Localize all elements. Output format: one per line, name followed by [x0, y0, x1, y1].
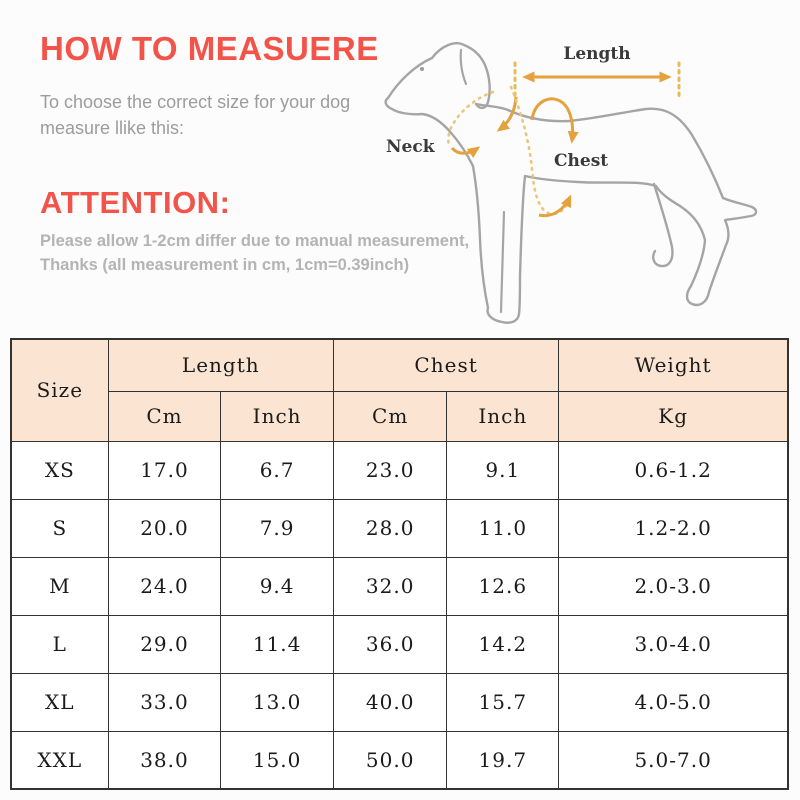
cell-size: XXL	[10, 730, 109, 790]
dog-far-front-leg	[499, 210, 506, 314]
dog-measurement-diagram: Length Neck Chest	[358, 14, 800, 338]
dog-far-hind-leg	[652, 182, 674, 268]
cell-length-cm: 38.0	[107, 730, 222, 790]
cell-weight-kg: 2.0-3.0	[558, 556, 789, 616]
cell-length-inch: 6.7	[220, 440, 334, 500]
attention-line-2: Thanks (all measurement in cm, 1cm=0.39i…	[40, 256, 410, 274]
dog-ear-inner	[459, 48, 468, 86]
col-header-weight: Weight	[558, 338, 789, 392]
length-label: Length	[563, 44, 630, 64]
cell-length-inch: 9.4	[220, 556, 334, 616]
col-header-chest-cm: Cm	[332, 390, 448, 442]
neck-dotted-arc	[447, 90, 495, 149]
table-row: S 20.0 7.9 28.0 11.0 1.2-2.0	[10, 498, 789, 558]
size-chart: Size Length Chest Weight Cm Inch Cm Inch…	[10, 338, 789, 790]
neck-arrow-bottom	[450, 146, 481, 159]
cell-length-cm: 29.0	[107, 614, 222, 674]
cell-size: M	[10, 556, 109, 616]
cell-length-cm: 33.0	[107, 672, 222, 732]
cell-weight-kg: 5.0-7.0	[558, 730, 789, 790]
cell-chest-cm: 23.0	[332, 440, 448, 500]
table-row: XL 33.0 13.0 40.0 15.7 4.0-5.0	[10, 672, 789, 732]
dog-eye	[420, 67, 424, 71]
cell-length-inch: 11.4	[220, 614, 334, 674]
chest-arrow-top	[530, 97, 579, 144]
chest-dotted-ellipse	[509, 85, 569, 216]
cell-weight-kg: 4.0-5.0	[558, 672, 789, 732]
cell-weight-kg: 1.2-2.0	[558, 498, 789, 558]
cell-chest-inch: 14.2	[446, 614, 560, 674]
cell-length-inch: 15.0	[220, 730, 334, 790]
col-header-weight-kg: Kg	[558, 390, 789, 442]
neck-label: Neck	[386, 137, 436, 157]
col-header-chest-inch: Inch	[446, 390, 560, 442]
cell-chest-cm: 40.0	[332, 672, 448, 732]
cell-chest-inch: 19.7	[446, 730, 560, 790]
cell-length-cm: 24.0	[107, 556, 222, 616]
intro-text: To choose the correct size for your dog …	[40, 89, 350, 141]
col-header-chest: Chest	[332, 338, 560, 392]
neck-arrow-top	[496, 96, 518, 132]
col-header-size: Size	[10, 338, 109, 442]
table-row: XXL 38.0 15.0 50.0 19.7 5.0-7.0	[10, 730, 789, 790]
dog-diagram-svg: Length Neck Chest	[384, 42, 758, 324]
chest-arrow-bottom	[538, 194, 572, 218]
col-header-length: Length	[107, 338, 334, 392]
cell-size: L	[10, 614, 109, 674]
page-title: HOW TO MEASUERE	[40, 30, 379, 67]
intro-line-1: To choose the correct size for your dog	[40, 92, 351, 112]
table-row: L 29.0 11.4 36.0 14.2 3.0-4.0	[10, 614, 789, 674]
cell-chest-cm: 28.0	[332, 498, 448, 558]
col-header-length-inch: Inch	[220, 390, 334, 442]
cell-weight-kg: 0.6-1.2	[558, 440, 789, 500]
table-row: XS 17.0 6.7 23.0 9.1 0.6-1.2	[10, 440, 789, 500]
col-header-length-cm: Cm	[107, 390, 222, 442]
cell-length-inch: 13.0	[220, 672, 334, 732]
cell-chest-cm: 32.0	[332, 556, 448, 616]
cell-weight-kg: 3.0-4.0	[558, 614, 789, 674]
cell-size: XL	[10, 672, 109, 732]
size-table: Size Length Chest Weight Cm Inch Cm Inch…	[10, 338, 789, 790]
cell-length-cm: 20.0	[107, 498, 222, 558]
table-row: M 24.0 9.4 32.0 12.6 2.0-3.0	[10, 556, 789, 616]
cell-chest-inch: 12.6	[446, 556, 560, 616]
dog-outline	[384, 42, 758, 324]
intro-line-2: measure llike this:	[40, 118, 185, 138]
attention-line-1: Please allow 1-2cm differ due to manual …	[40, 232, 470, 250]
attention-text: Please allow 1-2cm differ due to manual …	[40, 229, 469, 277]
cell-length-cm: 17.0	[107, 440, 222, 500]
cell-chest-cm: 36.0	[332, 614, 448, 674]
chest-label: Chest	[554, 151, 608, 171]
cell-chest-inch: 11.0	[446, 498, 560, 558]
cell-chest-cm: 50.0	[332, 730, 448, 790]
cell-size: XS	[10, 440, 109, 500]
cell-length-inch: 7.9	[220, 498, 334, 558]
cell-size: S	[10, 498, 109, 558]
cell-chest-inch: 9.1	[446, 440, 560, 500]
cell-chest-inch: 15.7	[446, 672, 560, 732]
attention-title: ATTENTION:	[40, 185, 231, 220]
